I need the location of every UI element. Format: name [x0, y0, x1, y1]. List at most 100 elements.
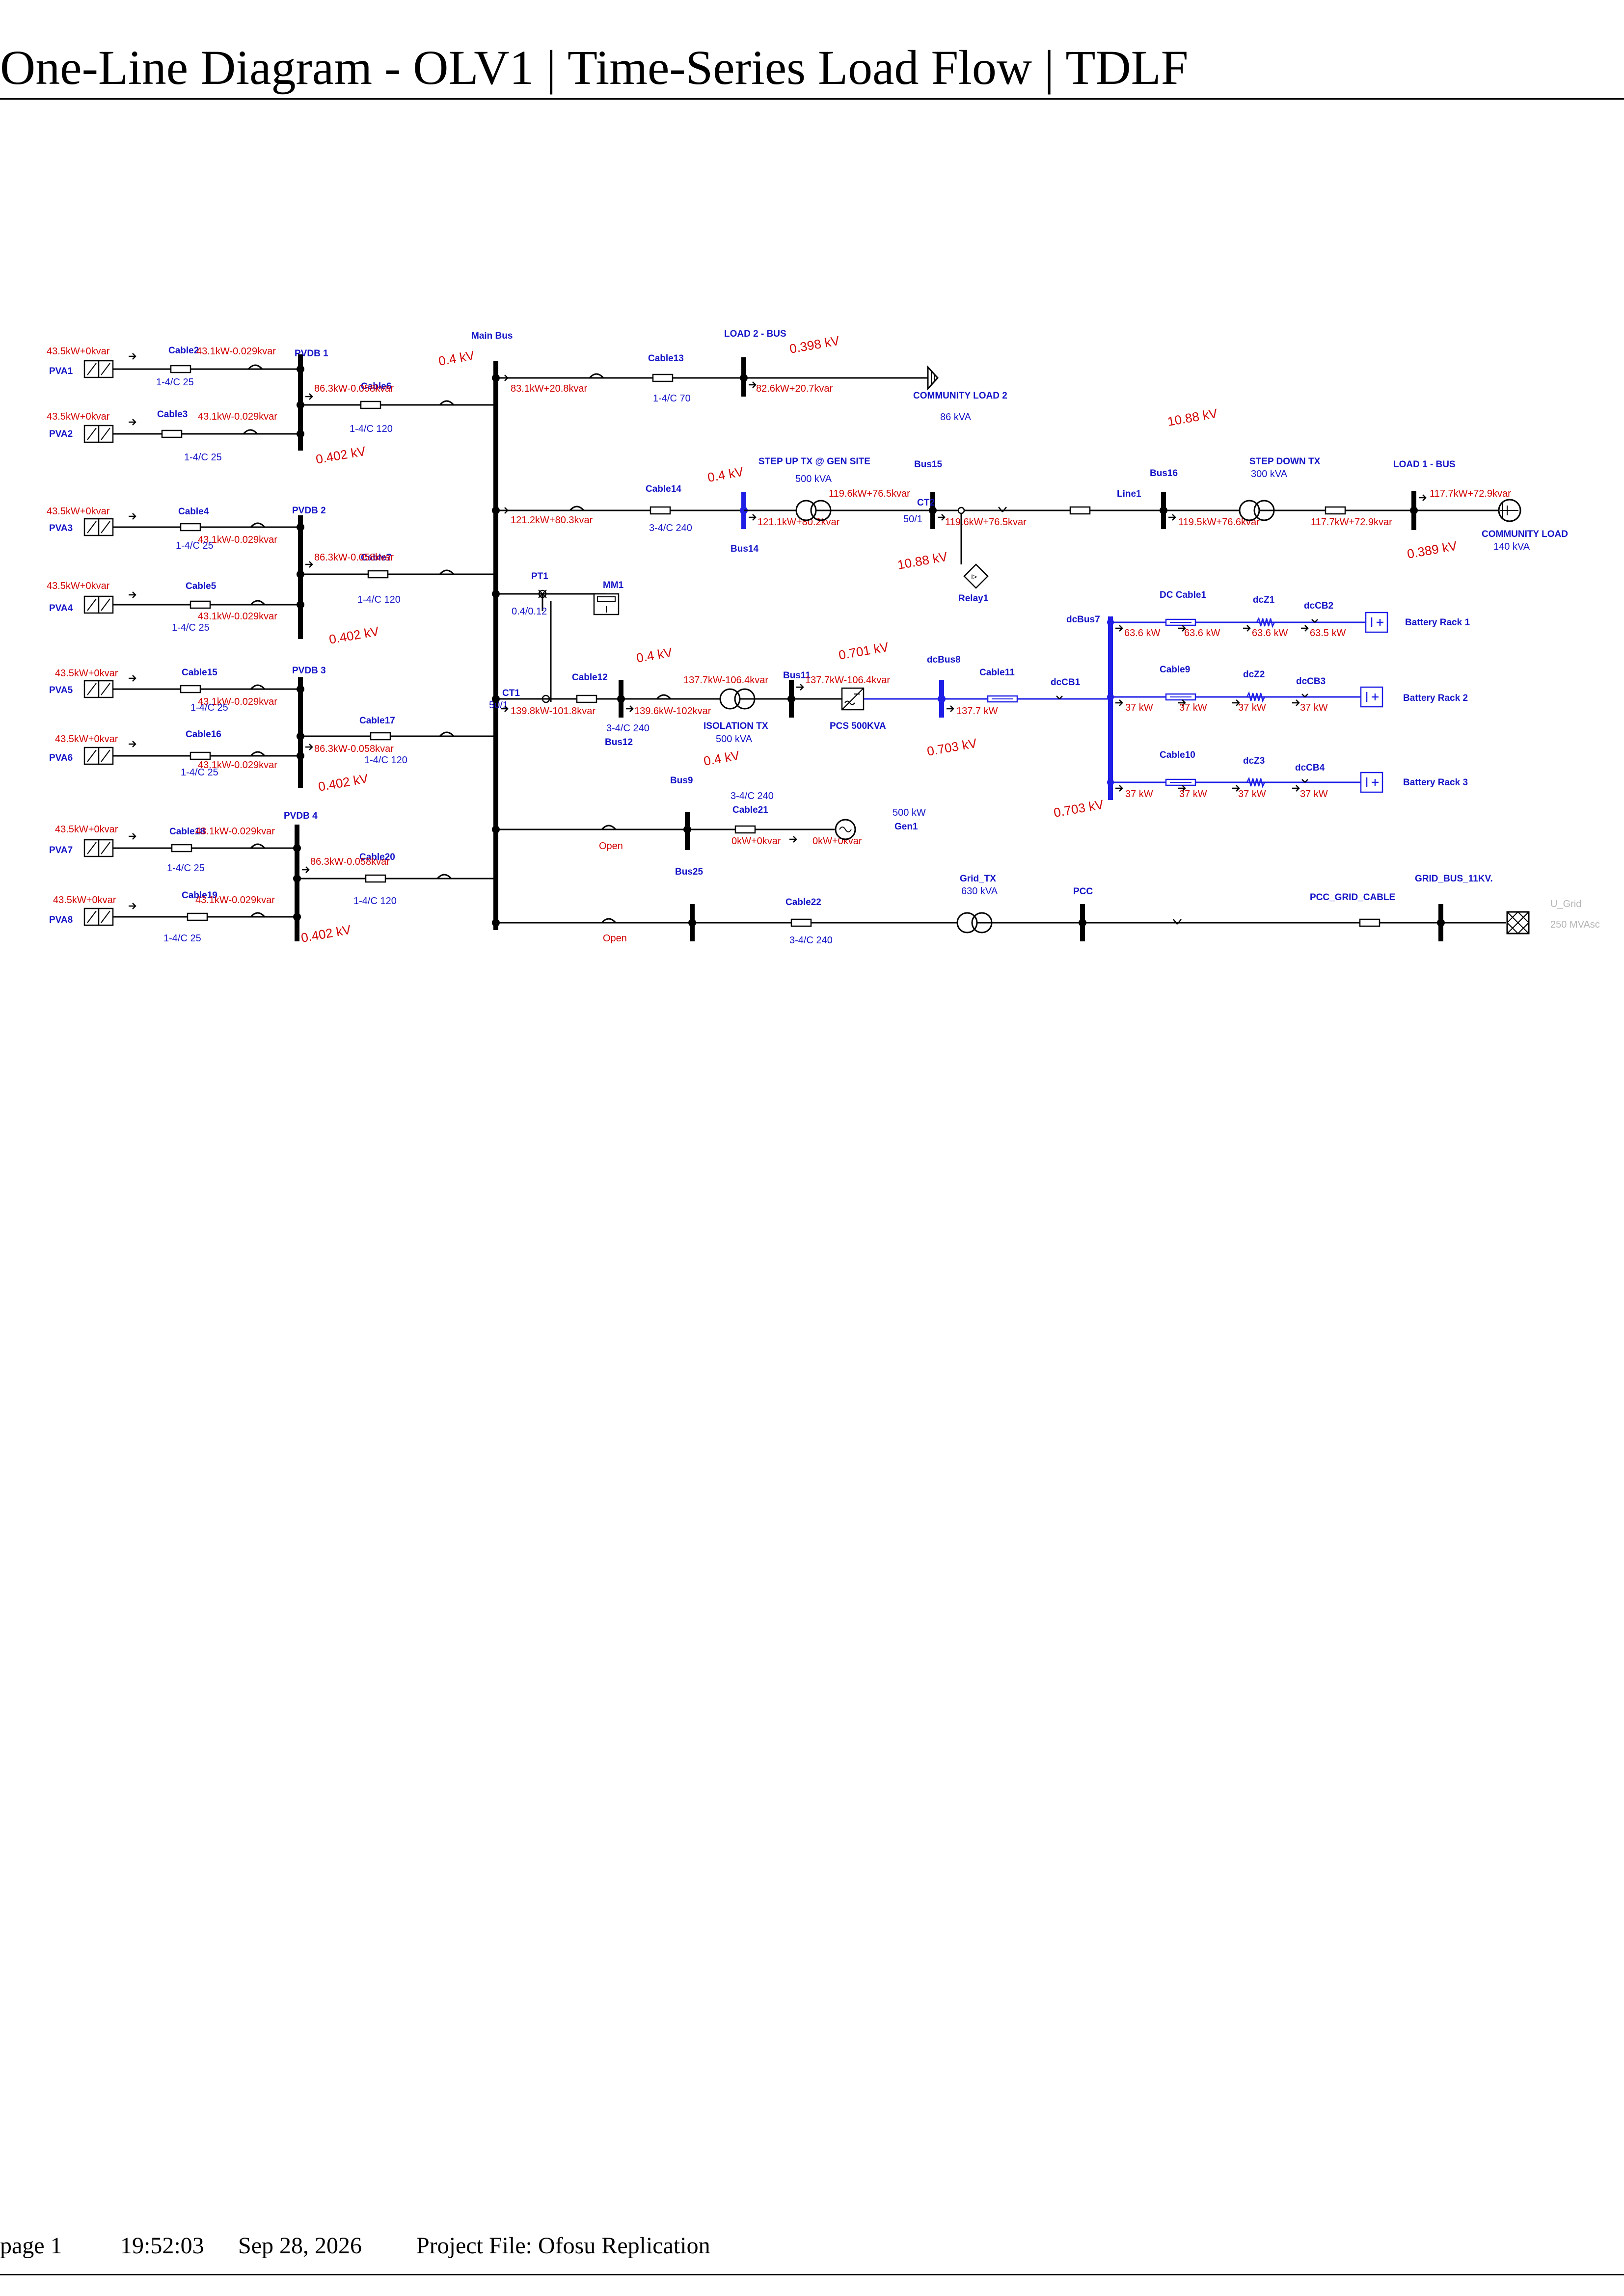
- pv-array-pva6: PVA6 43.5kW+0kvar Cable16 43.1kW-0.029kv…: [49, 729, 300, 778]
- pv-array-label: PVA2: [49, 429, 73, 439]
- cable-icon: [1325, 506, 1346, 515]
- rack-label: Battery Rack 1: [1405, 617, 1470, 628]
- pv-array-flow: 43.5kW+0kvar: [55, 668, 118, 679]
- battery-rack-1: 63.6 kW DC Cable1 63.6 kW dcZ1 63.6 kW d…: [1107, 590, 1470, 639]
- bus-label: LOAD 2 - BUS: [724, 329, 786, 339]
- relay-label: Relay1: [958, 593, 989, 604]
- cable-icon: [1359, 918, 1380, 927]
- generator-icon: [835, 819, 856, 840]
- cable-size: 3-4/C 240: [731, 791, 774, 801]
- pvdb-1: PVDB 1 Cable6 86.3kW-0.058kvar 1-4/C 120…: [295, 348, 496, 467]
- bus-voltage: 0.398 kV: [788, 333, 841, 356]
- rack-flow-2: 37 kW: [1179, 702, 1207, 713]
- footer-divider: [0, 2274, 1624, 2275]
- meter-icon: [593, 593, 620, 615]
- rack-flow-1: 63.6 kW: [1124, 628, 1160, 639]
- relay-symbol: I>: [971, 573, 977, 581]
- grid-status: Open: [603, 933, 627, 944]
- dc-impedance-icon: [1246, 777, 1266, 787]
- cable-size: 1-4/C 25: [184, 452, 222, 463]
- cable-size: 1-4/C 25: [163, 933, 201, 944]
- cable-label: Cable4: [178, 507, 209, 517]
- cable-label: Cable3: [157, 409, 188, 420]
- rack-flow-1: 37 kW: [1125, 702, 1153, 713]
- pv-array-flow: 43.5kW+0kvar: [47, 506, 110, 517]
- dc-breaker-icon: [1311, 619, 1318, 623]
- dc-cable-icon: [1165, 618, 1196, 626]
- rack-flow-2: 37 kW: [1179, 789, 1207, 800]
- pvdb-voltage: 0.402 kV: [300, 922, 352, 945]
- bus15-flow: 119.6kW+76.5kvar: [945, 517, 1027, 528]
- pv-array-pva8: PVA8 43.5kW+0kvar Cable19 43.1kW-0.029kv…: [49, 890, 295, 944]
- cable-size: 3-4/C 240: [789, 935, 833, 946]
- relay-icon: I>: [963, 563, 989, 589]
- cable-flow: 43.1kW-0.029kvar: [198, 411, 277, 422]
- cable-icon: [187, 912, 208, 921]
- bus14-voltage: 0.4 kV: [706, 464, 745, 484]
- pv-array-flow: 43.5kW+0kvar: [47, 346, 110, 357]
- dc-breaker-icon: [1301, 779, 1308, 783]
- tx-label: ISOLATION TX: [704, 721, 768, 731]
- utility-grid-icon: [1506, 911, 1530, 934]
- rack-flow-4: 63.5 kW: [1310, 628, 1346, 639]
- cable-label: Cable18: [169, 827, 205, 837]
- pvdb-2: PVDB 2 Cable7 86.3kW-0.058kvar 1-4/C 120…: [292, 506, 496, 647]
- cable-size: 1-4/C 70: [653, 393, 691, 404]
- pv-array-flow: 43.5kW+0kvar: [47, 411, 110, 422]
- bus25-label: Bus25: [675, 867, 703, 877]
- cable-icon: [180, 685, 201, 694]
- grid-feeder: Open Bus25 Cable22 3-4/C 240 Grid_TX 630…: [492, 867, 1600, 946]
- tx-flow: 117.7kW+72.9kvar: [1311, 517, 1392, 528]
- bus15-label: Bus15: [914, 459, 942, 470]
- pv-array-flow: 43.5kW+0kvar: [55, 824, 118, 835]
- pv-array-label: PVA3: [49, 523, 73, 534]
- dccb1-label: dcCB1: [1051, 677, 1081, 688]
- pv-array-flow: 43.5kW+0kvar: [53, 895, 116, 906]
- cable-label: Cable20: [359, 852, 395, 862]
- dc-impedance-icon: [1246, 692, 1266, 702]
- generator-feeder: Open Bus9 3-4/C 240 Cable21 0kW+0kvar 0k…: [492, 775, 926, 852]
- pcs-inverter-icon: [841, 687, 865, 711]
- cable-size: 3-4/C 240: [606, 723, 650, 734]
- pv-array-label: PVA5: [49, 685, 73, 695]
- bus-flow: 82.6kW+20.7kvar: [756, 383, 833, 394]
- main-bus-voltage: 0.4 kV: [437, 347, 476, 368]
- cable-icon: [367, 570, 389, 579]
- dcbus8-voltage: 0.703 kV: [926, 735, 978, 758]
- cable-size: 1-4/C 25: [176, 540, 214, 551]
- cable-size: 1-4/C 120: [364, 755, 407, 766]
- cable-label: Cable5: [186, 581, 217, 591]
- rack-z-label: dcZ2: [1243, 669, 1265, 680]
- cable-size: 1-4/C 25: [156, 377, 194, 388]
- ct-ratio: 50/1: [489, 700, 508, 711]
- dcbus8-label: dcBus8: [927, 655, 961, 665]
- rack-label: Battery Rack 3: [1403, 777, 1468, 788]
- cable-size: 1-4/C 25: [190, 702, 228, 713]
- pvdb-label: PVDB 2: [292, 506, 326, 516]
- rack-flow-1: 37 kW: [1125, 789, 1153, 800]
- pv-array-pva5: PVA5 43.5kW+0kvar Cable15 43.1kW-0.029kv…: [49, 667, 300, 713]
- footer-project: Project File: Ofosu Replication: [416, 2233, 710, 2259]
- load-icon: [1498, 499, 1521, 522]
- pv-array-pva4: PVA4 43.5kW+0kvar Cable5 43.1kW-0.029kva…: [47, 581, 300, 633]
- cable-icon: [360, 400, 381, 409]
- bus11-flow: 137.7kW-106.4kvar: [805, 675, 890, 686]
- cable-size: 1-4/C 25: [167, 863, 205, 874]
- battery-icon: [1360, 772, 1383, 793]
- battery-icon: [1365, 612, 1388, 633]
- pcc-label: PCC: [1073, 886, 1093, 897]
- pvdb-flow: 86.3kW-0.058kvar: [314, 383, 394, 394]
- main-bus: Main Bus 0.4 kV PT1 0.4/0.12 MM1 CT1 50/…: [437, 331, 624, 930]
- cable-icon: [171, 844, 192, 853]
- footer-date: Sep 28, 2026: [238, 2233, 362, 2259]
- bus16-flow: 119.5kW+76.6kvar: [1178, 517, 1260, 528]
- tx-rating: 500 kVA: [795, 474, 832, 484]
- rack-label: Battery Rack 2: [1403, 693, 1468, 703]
- load-icon: [927, 365, 939, 391]
- cable-icon: [370, 732, 391, 741]
- grid-bus-label: GRID_BUS_11KV.: [1415, 874, 1493, 884]
- dc-cable-icon: [987, 695, 1018, 703]
- tx-label: STEP UP TX @ GEN SITE: [758, 456, 870, 467]
- cable-flow: 83.1kW+20.8kvar: [511, 383, 588, 394]
